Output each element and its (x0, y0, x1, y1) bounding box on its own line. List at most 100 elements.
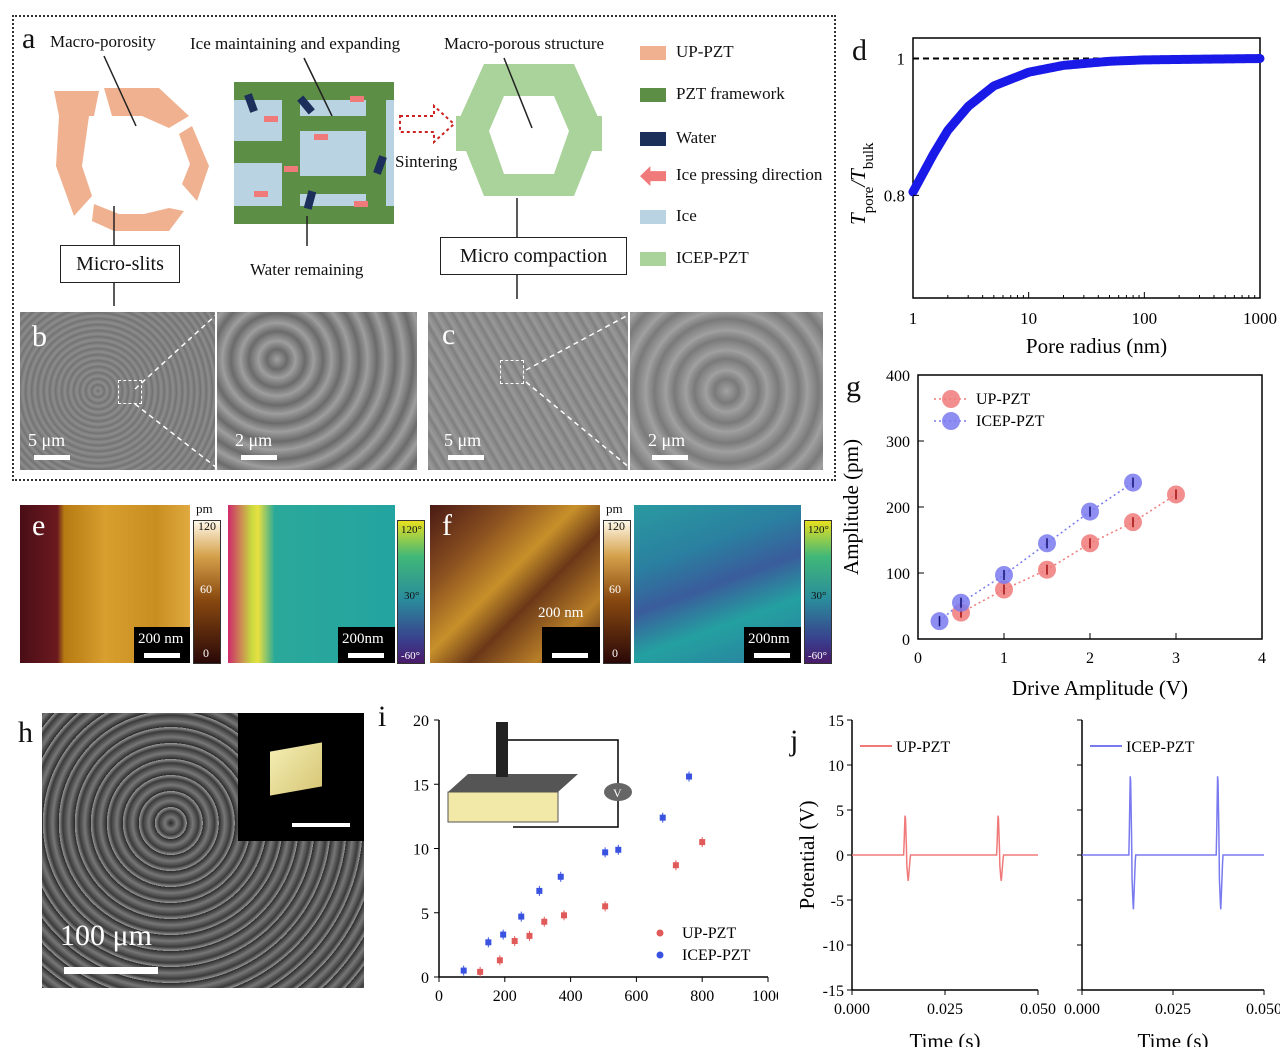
legend-swatch (640, 252, 666, 267)
box-micro-compaction: Micro compaction (440, 237, 627, 275)
y-tick-label-i: 0 (421, 970, 429, 987)
y-tick-label-d: 0.8 (884, 186, 905, 205)
panel-label-c: c (442, 318, 456, 351)
x-tick-label-j: 0.000 (1064, 1001, 1100, 1018)
label-ice-maintaining: Ice maintaining and expanding (190, 34, 401, 53)
dotted-frame (12, 15, 836, 481)
tick-deg-120-e: 120° (401, 524, 422, 536)
series-line-j (1082, 776, 1264, 910)
x-tick-label-i: 800 (690, 988, 714, 1005)
x-tick-label-d: 10 (1020, 309, 1037, 328)
label-sintering: Sintering (395, 152, 458, 171)
pzt-framework (234, 82, 394, 224)
x-tick-label-j: 0.000 (834, 1001, 870, 1018)
scale-f1: 200 nm (538, 605, 584, 621)
x-tick-label-g: 0 (914, 650, 922, 667)
up-pzt-hexagon (54, 88, 209, 231)
box-micro-slits: Micro-slits (60, 245, 180, 283)
label-macro-porous-structure: Macro-porous structure (444, 34, 605, 53)
legend-label: Ice (676, 206, 697, 225)
schematic-legend-item: ICEP-PZT (640, 248, 749, 268)
afm-e-phase: 200nm (228, 505, 395, 663)
legend-label-g: ICEP-PZT (976, 413, 1045, 430)
legend-marker-i (656, 951, 664, 959)
afm-f-phase: 200nm (634, 505, 801, 663)
y-tick-label-g: 0 (902, 632, 910, 649)
y-tick-label-j: -15 (823, 983, 844, 1000)
legend-label: PZT framework (676, 84, 785, 103)
x-tick-label-i: 0 (435, 988, 443, 1005)
y-tick-label-j: 10 (828, 758, 844, 775)
panel-label-b: b (32, 320, 47, 353)
scale-f2: 200nm (748, 631, 790, 647)
y-tick-label-d: 1 (897, 50, 906, 69)
series-line-g (960, 493, 1177, 614)
y-tick-label-j: -5 (831, 893, 844, 910)
panel-label-j: j (790, 724, 799, 757)
chart-d: 1 10 100 1000 1 0.8 Pore radius (nm) Tpore/Tbul… (846, 37, 1277, 358)
y-tick-label-g: 200 (886, 500, 910, 517)
y-tick-label-g: 400 (886, 368, 910, 385)
sintering-arrow (399, 103, 456, 145)
scale-c2: 2 μm (648, 430, 686, 450)
series-line-d (908, 54, 1265, 197)
x-tick-label-j: 0.050 (1020, 1001, 1056, 1018)
device-top (448, 774, 578, 792)
y-tick-label-i: 5 (421, 906, 429, 923)
scale-b2: 2 μm (235, 430, 273, 450)
y-tick-label-i: 20 (413, 713, 429, 730)
sem-c-low: c 5 μm (428, 312, 628, 470)
scale-e1: 200 nm (138, 631, 184, 647)
afm-e-height: e 200 nm (20, 505, 190, 663)
x-tick-label-g: 4 (1258, 650, 1266, 667)
tick-pm-0-e: 0 (203, 646, 209, 660)
x-tick-label-j: 0.025 (927, 1001, 963, 1018)
panel-label-d: d (852, 34, 867, 67)
schematic-legend-item: Ice pressing direction (640, 165, 822, 187)
legend-swatch (640, 132, 666, 147)
legend-label-i: ICEP-PZT (682, 947, 751, 964)
scale-h: 100 μm (60, 919, 152, 952)
panel-label-f: f (442, 509, 452, 542)
chart-i: 0 200 400 600 800 1000 0 5 10 15 20 UP-PZT ICEP-PZT V (413, 713, 778, 1005)
panel-label-h: h (18, 716, 33, 749)
voltmeter-v: V (613, 786, 622, 800)
colorbar-height-e (193, 520, 221, 664)
inset-device-schematic: V (447, 722, 632, 828)
legend-label: Water (676, 128, 717, 147)
y-tick-label-g: 300 (886, 434, 910, 451)
tick-deg-30-f: 30° (811, 590, 827, 602)
panel-label-a: a (22, 22, 36, 55)
legend-swatch (640, 210, 666, 225)
x-tick-label-j: 0.025 (1155, 1001, 1191, 1018)
x-tick-label-i: 600 (624, 988, 648, 1005)
y-tick-label-j: -10 (823, 938, 844, 955)
colorbar-phase-f (804, 520, 832, 664)
schematic-legend-item: Ice (640, 206, 697, 226)
tick-deg-30-e: 30° (404, 590, 420, 602)
y-axis-label-d: Tpore/Tbulk (846, 142, 877, 225)
x-axis-label-d: Pore radius (nm) (1026, 334, 1167, 358)
device-layer (447, 791, 559, 823)
x-tick-label-g: 2 (1086, 650, 1094, 667)
icep-pzt-hexagon (456, 64, 602, 196)
legend-label-j: UP-PZT (896, 739, 950, 756)
schematic-illustration (54, 55, 602, 306)
x-tick-label-j: 0.050 (1246, 1001, 1280, 1018)
sem-h-porous: 100 μm (42, 713, 364, 988)
x-tick-label-g: 3 (1172, 650, 1180, 667)
x-axis-label-j: Time (s) (910, 1029, 981, 1047)
legend-label-g: UP-PZT (976, 391, 1030, 408)
water-marks (244, 93, 387, 210)
scale-c1: 5 μm (444, 430, 482, 450)
sem-c-high: 2 μm (630, 312, 823, 470)
inset-photo (238, 713, 364, 841)
legend-label-i: UP-PZT (682, 925, 736, 942)
schematic-legend-item: UP-PZT (640, 42, 734, 62)
x-axis-label-g: Drive Amplitude (V) (1012, 676, 1188, 700)
scale-e2: 200nm (342, 631, 384, 647)
legend-label: ICEP-PZT (676, 248, 749, 267)
tick-pm-120-f: 120 (607, 519, 625, 533)
voltmeter-icon (604, 783, 632, 801)
